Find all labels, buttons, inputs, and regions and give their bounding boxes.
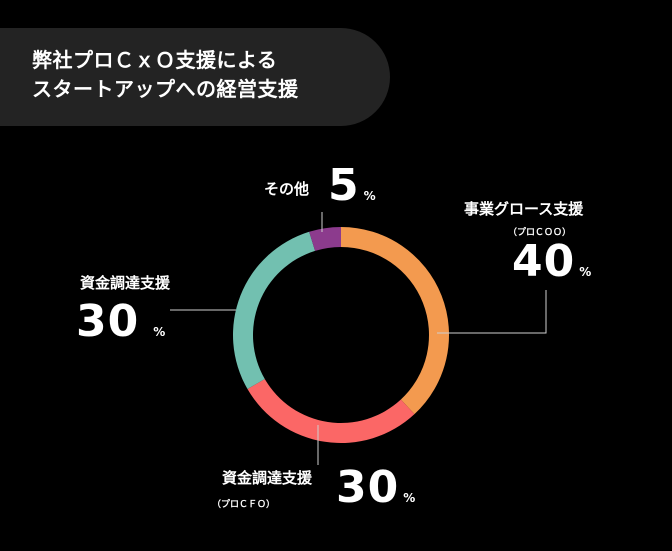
value-unit-funding: % bbox=[153, 325, 166, 339]
value-unit-funding-cfo: % bbox=[403, 491, 416, 505]
data-value-funding-cfo: 30% bbox=[336, 462, 415, 513]
value-unit-growth: % bbox=[579, 265, 592, 279]
data-value-funding: 30% bbox=[76, 296, 165, 347]
title-line-1: 弊社プロＣｘＯ支援による bbox=[32, 48, 278, 72]
data-label-funding: 資金調達支援 bbox=[80, 272, 170, 293]
data-label-growth: 事業グロース支援 bbox=[464, 198, 583, 219]
donut-slices bbox=[233, 227, 449, 444]
data-label-funding-cfo: 資金調達支援 bbox=[222, 467, 312, 488]
donut-slice-other bbox=[309, 227, 341, 251]
series-name-funding: 資金調達支援 bbox=[80, 274, 171, 292]
data-label-other: その他 bbox=[264, 178, 309, 199]
value-number-other: 5 bbox=[328, 160, 360, 211]
series-sub-funding-cfo: （プロＣＦＯ） bbox=[212, 500, 276, 510]
series-name-funding-cfo: 資金調達支援 bbox=[222, 469, 313, 487]
leader-lines bbox=[170, 212, 547, 465]
title-banner: 弊社プロＣｘＯ支援による スタートアップへの経営支援 bbox=[0, 28, 390, 126]
donut-slice-funding bbox=[233, 231, 316, 389]
series-sub-growth: （プロＣＯＯ） bbox=[508, 228, 572, 238]
data-label-growth-sub: （プロＣＯＯ） bbox=[508, 220, 571, 239]
series-name-growth: 事業グロース支援 bbox=[464, 200, 584, 218]
value-number-funding: 30 bbox=[76, 296, 140, 347]
leader-line-growth bbox=[437, 290, 547, 334]
data-value-other: 5% bbox=[328, 160, 376, 211]
title-line-2: スタートアップへの経営支援 bbox=[32, 77, 299, 101]
value-number-growth: 40 bbox=[512, 236, 576, 287]
donut-slice-growth bbox=[341, 227, 449, 415]
value-unit-other: % bbox=[363, 189, 376, 203]
donut-slice-funding-cfo bbox=[247, 379, 415, 444]
data-label-funding-cfo-sub: （プロＣＦＯ） bbox=[212, 492, 275, 511]
series-name-other: その他 bbox=[264, 180, 310, 198]
value-number-funding-cfo: 30 bbox=[336, 462, 400, 513]
data-value-growth: 40% bbox=[512, 236, 591, 287]
